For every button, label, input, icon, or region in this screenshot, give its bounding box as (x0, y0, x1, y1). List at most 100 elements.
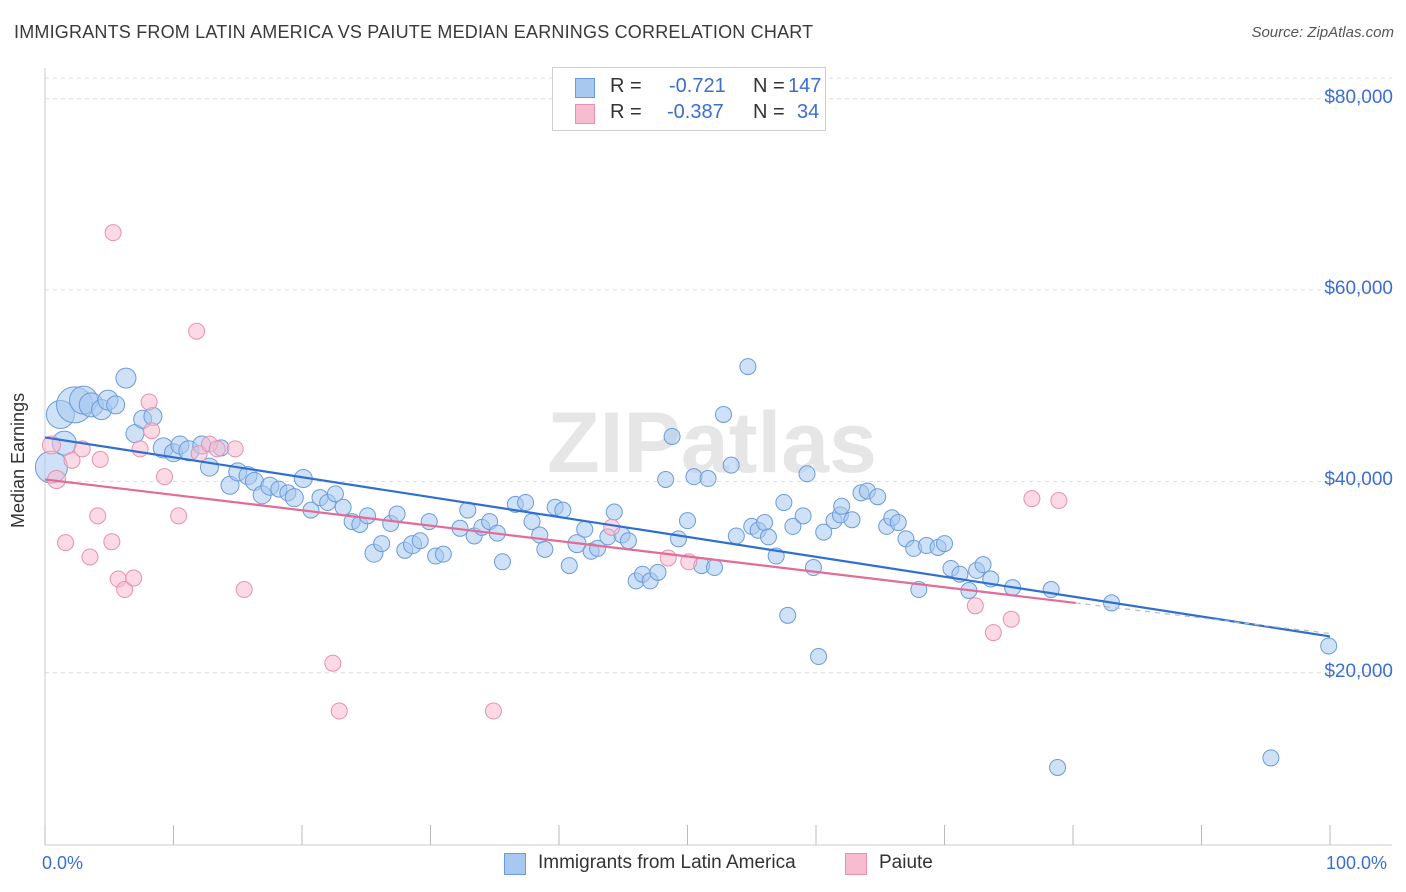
bottom-legend-swatch-immigrants (504, 853, 526, 875)
series-immigrants-points (34, 358, 1338, 776)
y-tick-label: $60,000 (1324, 278, 1393, 300)
immigrants-point (699, 470, 717, 488)
paiute-trend-line (44, 478, 1076, 605)
immigrants-point (657, 471, 675, 489)
immigrants-point (685, 468, 703, 486)
y-axis-title: Median Earnings (8, 392, 28, 528)
paiute-point (89, 507, 107, 525)
legend-r-value: -0.721 (669, 75, 726, 97)
legend-n-value: 147 (788, 75, 822, 97)
y-tick-label: $80,000 (1324, 86, 1393, 108)
correlation-legend: R = -0.721 N = 147 R = -0.387 N = 34 (552, 67, 826, 131)
immigrants-point (869, 488, 887, 506)
immigrants-point (649, 563, 667, 581)
immigrants-point (739, 358, 757, 376)
immigrants-point (531, 526, 549, 544)
immigrants-point (775, 493, 793, 511)
immigrants-point (779, 606, 797, 624)
x-tick-label-max: 100.0% (1326, 853, 1388, 873)
paiute-point (57, 534, 75, 552)
immigrants-point (833, 497, 851, 515)
paiute-point (235, 581, 253, 599)
immigrants-point (576, 520, 594, 538)
legend-n-label: N = (753, 75, 785, 97)
paiute-point (330, 702, 348, 720)
bottom-legend-label-immigrants: Immigrants from Latin America (538, 852, 796, 873)
y-tick-label: $40,000 (1324, 469, 1393, 491)
paiute-point (1023, 490, 1041, 508)
immigrants-point (373, 535, 391, 553)
legend-swatch-immigrants (575, 78, 595, 98)
paiute-point (226, 440, 244, 458)
legend-r-label: R = (610, 101, 642, 123)
source-label: Source: ZipAtlas.com (1251, 24, 1394, 41)
immigrants-point (722, 456, 740, 474)
paiute-point (81, 548, 99, 566)
immigrants-point (334, 498, 352, 516)
immigrants-point (663, 427, 681, 445)
immigrants-point (679, 512, 696, 530)
immigrants-point (714, 405, 732, 423)
immigrants-point (560, 557, 578, 575)
immigrants-point (974, 556, 992, 574)
paiute-point (91, 450, 109, 468)
paiute-point (324, 654, 342, 672)
immigrants-point (705, 559, 723, 577)
paiute-point (131, 440, 149, 458)
immigrants-point (1320, 637, 1338, 655)
immigrants-point (843, 511, 861, 529)
immigrants-point (493, 553, 511, 571)
immigrants-point (1262, 749, 1280, 767)
paiute-point (170, 507, 188, 525)
immigrants-point (1049, 759, 1067, 776)
paiute-point (603, 518, 621, 536)
trend-lines (44, 436, 1331, 638)
paiute-point (984, 624, 1002, 642)
immigrants-point (936, 535, 953, 553)
immigrants-point (756, 514, 774, 532)
immigrants-point (411, 532, 429, 550)
paiute-point (143, 422, 161, 440)
immigrants-point (889, 514, 907, 532)
y-tick-label: $20,000 (1324, 660, 1393, 682)
paiute-point (63, 451, 81, 469)
paiute-trend-extension (1075, 602, 1331, 634)
legend-swatch-paiute (575, 104, 595, 124)
paiute-point (41, 435, 61, 455)
paiute-point (1050, 492, 1068, 510)
immigrants-point (815, 523, 833, 541)
legend-n-label: N = (753, 101, 785, 123)
immigrants-point (359, 507, 377, 525)
legend-r-label: R = (610, 75, 642, 97)
immigrants-point (106, 395, 126, 415)
paiute-point (1002, 610, 1020, 628)
immigrants-point (619, 532, 637, 550)
series-paiute-points (41, 224, 1068, 720)
immigrants-point (759, 528, 777, 546)
immigrants-point (798, 465, 816, 483)
immigrants-point (517, 493, 535, 511)
immigrants-point (605, 503, 623, 521)
paiute-point (125, 569, 143, 587)
immigrants-point (536, 540, 554, 558)
legend-r-value: -0.387 (667, 101, 724, 123)
immigrants-point (284, 488, 304, 508)
paiute-point (156, 468, 174, 486)
bottom-legend-swatch-paiute (845, 853, 867, 875)
legend-n-value: 34 (797, 101, 820, 123)
paiute-point (208, 440, 226, 458)
paiute-point (188, 322, 206, 340)
immigrants-trend-line (44, 436, 1331, 638)
paiute-point (140, 393, 158, 411)
x-tick-label-min: 0.0% (42, 853, 84, 873)
immigrants-point (810, 648, 828, 666)
paiute-point (103, 533, 121, 551)
paiute-point (659, 549, 677, 567)
immigrants-point (326, 485, 344, 503)
chart-title: IMMIGRANTS FROM LATIN AMERICA VS PAIUTE … (14, 22, 814, 42)
paiute-point (104, 224, 122, 242)
immigrants-point (784, 517, 802, 535)
immigrants-point (727, 527, 745, 545)
immigrants-point (115, 367, 137, 389)
